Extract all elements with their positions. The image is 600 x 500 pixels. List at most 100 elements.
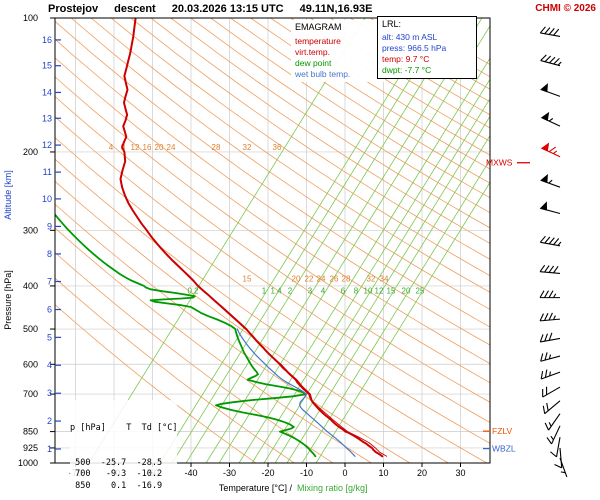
sounding-curves — [55, 18, 388, 458]
svg-text:-20: -20 — [261, 468, 274, 478]
wind-barb — [540, 142, 561, 158]
levels-table-row: 700 -9.3 -10.2 — [70, 469, 163, 479]
legend-items: temperature virt.temp. dew point wet bulb t… — [295, 36, 381, 80]
svg-text:34: 34 — [380, 275, 389, 284]
sounding-type: descent — [114, 3, 156, 15]
svg-text:500: 500 — [23, 324, 38, 334]
levels-table: p [hPa] T Td [°C] 500 -25.7 -28.5 700 -9… — [70, 400, 178, 500]
levels-table-row: 500 -25.7 -28.5 — [70, 457, 163, 468]
plot-border — [54, 17, 491, 464]
temperature-curve — [119, 18, 384, 458]
svg-text:20: 20 — [292, 275, 301, 284]
svg-text:9: 9 — [47, 221, 52, 231]
svg-text:-10: -10 — [300, 468, 313, 478]
svg-text:12: 12 — [42, 140, 52, 150]
svg-text:32: 32 — [367, 275, 376, 284]
svg-text:300: 300 — [23, 225, 38, 235]
lrl-title: LRL: — [382, 19, 402, 29]
levels-table-row: 850 0.1 -16.9 — [70, 480, 163, 491]
wind-barb — [546, 425, 561, 445]
wind-barb — [540, 111, 561, 127]
wind-barb — [554, 447, 563, 469]
wind-barb — [544, 413, 561, 431]
svg-text:200: 200 — [23, 147, 38, 157]
wind-barb — [539, 235, 562, 247]
dry-adiabat-lines — [55, 18, 490, 463]
wind-barb — [539, 332, 561, 343]
svg-text:36: 36 — [273, 143, 282, 152]
virt-temp--curve — [198, 285, 388, 457]
wind-barb — [539, 290, 560, 299]
svg-text:14: 14 — [42, 87, 52, 97]
wind-barb — [539, 312, 561, 322]
svg-text:15: 15 — [42, 61, 52, 71]
svg-text:11: 11 — [43, 167, 52, 177]
svg-text:8: 8 — [354, 286, 359, 295]
side-level-labels: MXWS FZLV WBZL — [483, 158, 530, 454]
lrl-rows: alt: 430 m ASL press: 966.5 hPa temp: 9.7 … — [382, 32, 472, 76]
legend-title: EMAGRAM — [295, 22, 342, 32]
svg-text:12: 12 — [131, 143, 140, 152]
wind-barb — [539, 264, 561, 274]
svg-text:3: 3 — [47, 388, 52, 398]
dew-point-curve — [55, 213, 317, 458]
svg-text:4: 4 — [321, 286, 326, 295]
wind-barb — [540, 83, 561, 97]
svg-text:24: 24 — [167, 143, 176, 152]
svg-text:32: 32 — [243, 143, 252, 152]
svg-text:6: 6 — [47, 305, 52, 315]
svg-text:0.2: 0.2 — [187, 286, 199, 295]
wind-barb — [540, 173, 561, 188]
legend-box: EMAGRAM temperature virt.temp. dew point we… — [291, 20, 385, 82]
svg-text:1000: 1000 — [18, 458, 38, 468]
pressure-axis-label: Pressure [hPa] — [3, 270, 13, 330]
svg-text:30: 30 — [455, 468, 465, 478]
svg-text:5: 5 — [47, 332, 52, 342]
svg-text:925: 925 — [23, 443, 38, 453]
svg-text:7: 7 — [47, 277, 52, 287]
svg-text:1: 1 — [262, 286, 267, 295]
svg-text:15: 15 — [387, 286, 396, 295]
legend-item: temperature — [295, 36, 341, 46]
svg-text:20: 20 — [402, 286, 411, 295]
svg-text:28: 28 — [342, 275, 351, 284]
svg-text:0: 0 — [342, 468, 347, 478]
svg-text:10: 10 — [42, 194, 52, 204]
svg-text:400: 400 — [23, 281, 38, 291]
wind-barb — [540, 54, 562, 67]
svg-text:10: 10 — [378, 468, 388, 478]
wind-barb — [542, 400, 561, 415]
svg-text:2: 2 — [47, 416, 52, 426]
wind-barb-column — [539, 26, 568, 478]
temperature-axis-label: Temperature [°C] / — [219, 483, 293, 493]
wet-bulb-temp--curve — [236, 328, 356, 457]
wind-barb — [550, 437, 561, 458]
svg-text:13: 13 — [42, 113, 52, 123]
svg-text:WBZL: WBZL — [492, 444, 516, 454]
svg-text:FZLV: FZLV — [492, 426, 512, 436]
svg-text:20: 20 — [417, 468, 427, 478]
legend-item: wet bulb temp. — [295, 69, 351, 79]
svg-text:4: 4 — [47, 360, 52, 370]
altitude-axis-label: Altitude [km] — [3, 170, 13, 220]
wind-barb — [540, 369, 561, 380]
svg-text:-30: -30 — [223, 468, 236, 478]
lrl-row: press: 966.5 hPa — [382, 43, 447, 53]
wind-barb — [542, 386, 561, 398]
svg-text:850: 850 — [23, 427, 38, 437]
legend-item: dew point — [295, 58, 332, 68]
wind-barb — [540, 352, 561, 362]
svg-text:3: 3 — [308, 286, 313, 295]
station-coordinates: 49.11N,16.93E — [299, 3, 373, 15]
svg-text:4: 4 — [109, 143, 114, 152]
svg-text:-40: -40 — [184, 468, 197, 478]
svg-text:12: 12 — [375, 286, 384, 295]
lrl-row: dwpt: -7.7 °C — [382, 65, 432, 75]
sounding-datetime: 20.03.2026 13:15 UTC — [171, 3, 284, 15]
lrl-row: alt: 430 m ASL — [382, 32, 438, 42]
lrl-row: temp: 9.7 °C — [382, 54, 430, 64]
svg-text:1.4: 1.4 — [270, 286, 282, 295]
